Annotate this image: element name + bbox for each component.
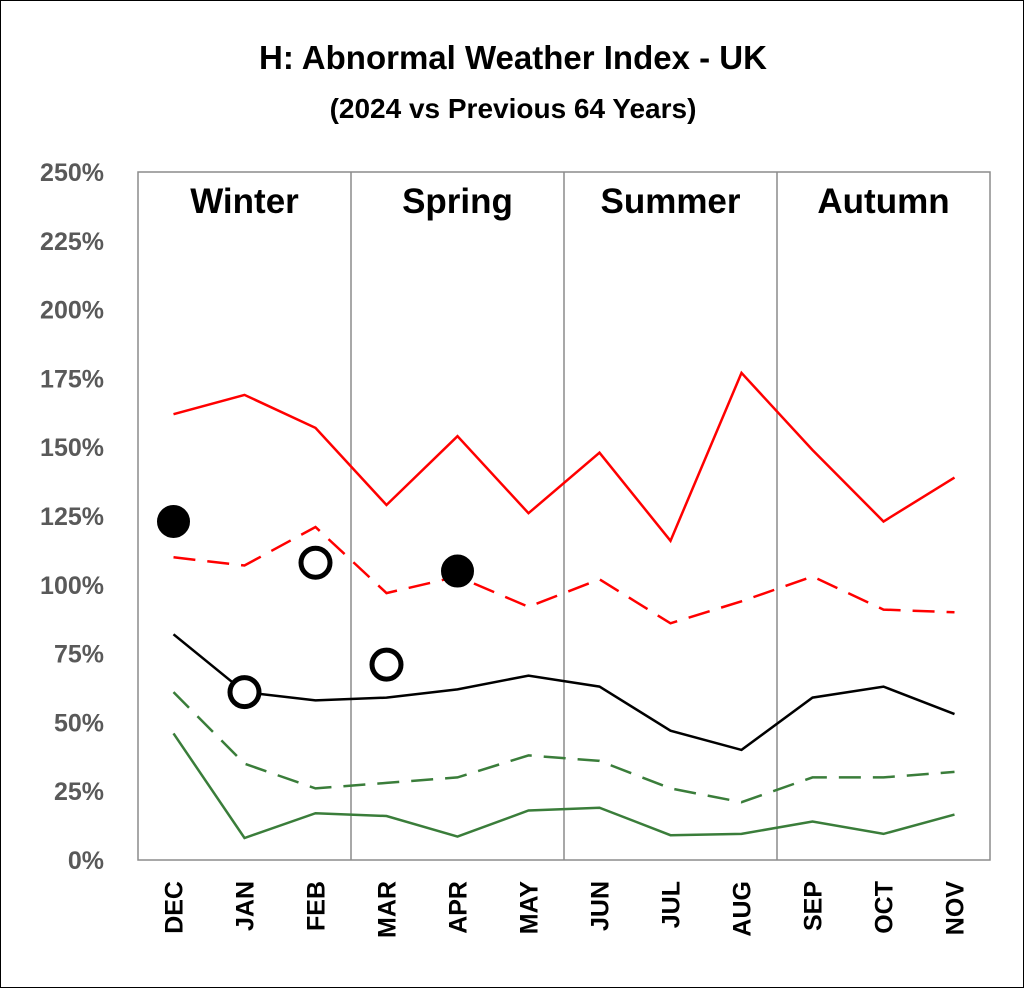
season-label-summer: Summer [600,182,740,221]
marker-dec-filled [157,505,190,539]
y-tick-label: 125% [40,503,104,531]
marker-feb-hollow [298,545,333,580]
x-tick-label-sep: SEP [800,881,828,931]
x-tick-label-jun: JUN [587,881,615,931]
x-tick-label-mar: MAR [374,881,402,938]
marker-jan-hollow [227,675,262,710]
series-line-3-solid [172,633,955,752]
x-tick-label-aug: AUG [729,881,757,937]
y-tick-label: 250% [40,159,104,187]
series-line-2-dashed [173,525,955,625]
y-tick-label: 50% [54,709,104,737]
y-tick-label: 175% [40,365,104,393]
season-labels: Winter Spring Summer Autumn [190,182,949,221]
marker-mar-hollow [369,647,404,682]
x-tick-label-feb: FEB [303,881,331,931]
y-tick-label: 25% [54,778,104,806]
marker-apr-filled [441,554,474,588]
chart-subtitle: (2024 vs Previous 64 Years) [330,93,697,124]
x-tick-label-jan: JAN [232,881,260,931]
season-label-winter: Winter [190,182,299,221]
series-line-1-solid [173,370,956,544]
series-line-4-dashed [172,691,955,804]
season-dividers [350,172,778,860]
x-tick-label-may: MAY [516,881,544,935]
marker-layer [157,505,474,710]
y-tick-label: 100% [40,572,104,600]
x-tick-label-oct: OCT [871,881,899,934]
x-axis: DEC JAN FEB MAR APR MAY JUN JUL AUG SEP OCT NOV [161,881,970,938]
y-tick-label: 225% [40,228,104,256]
y-tick-label: 150% [40,434,104,462]
y-tick-label: 75% [54,641,104,669]
series-line-5-solid [172,732,955,840]
y-tick-label: 0% [68,847,104,875]
season-label-spring: Spring [402,182,513,221]
x-tick-label-nov: NOV [942,881,970,936]
y-tick-label: 200% [40,297,104,325]
x-tick-label-jul: JUL [658,881,686,928]
chart-title: H: Abnormal Weather Index - UK [259,39,767,76]
season-label-autumn: Autumn [817,182,949,221]
x-tick-label-dec: DEC [161,881,189,934]
x-tick-label-apr: APR [445,881,473,934]
y-axis: 0% 25% 50% 75% 100% 125% 150% 175% 200% 225% 250% [40,159,104,875]
series-layer [172,370,956,840]
